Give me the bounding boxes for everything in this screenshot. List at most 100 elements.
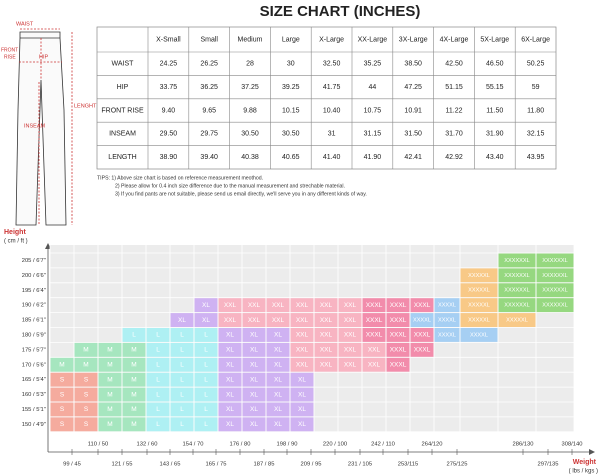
size-cell <box>50 417 74 432</box>
size-label: XL <box>298 391 306 398</box>
table-cell: 31 <box>328 131 336 138</box>
size-label: L <box>132 332 136 339</box>
y-arrow <box>45 243 51 249</box>
table-cell: 59 <box>532 84 540 91</box>
size-label: XL <box>274 332 282 339</box>
size-label: XXXXXL <box>468 273 490 279</box>
size-label: XXXXXL <box>468 303 490 309</box>
size-label: L <box>156 391 160 398</box>
size-cell <box>266 417 290 432</box>
table-cell: 32.50 <box>323 61 341 68</box>
size-label: M <box>83 361 88 368</box>
size-label: XL <box>274 406 282 413</box>
size-label: XXL <box>344 317 357 324</box>
size-cell <box>74 342 98 357</box>
size-cell <box>386 342 410 357</box>
size-label: S <box>84 421 89 428</box>
table-row-header: FRONT RISE <box>101 107 144 114</box>
size-cell <box>242 357 266 372</box>
size-label: XXXXXXL <box>504 258 530 264</box>
size-cell <box>122 417 146 432</box>
size-cell <box>290 372 314 387</box>
table-cell: 31.70 <box>445 131 463 138</box>
size-label: M <box>131 347 136 354</box>
size-cell <box>338 357 362 372</box>
size-cell <box>146 387 170 402</box>
size-label: XL <box>274 361 282 368</box>
table-cell: 10.40 <box>323 107 341 114</box>
size-cell <box>194 298 218 313</box>
size-label: XXL <box>248 302 261 309</box>
size-cell <box>290 342 314 357</box>
size-label: L <box>204 406 208 413</box>
size-label: XXXL <box>414 332 431 339</box>
size-label: M <box>107 376 112 383</box>
weight-label: 308/140 <box>562 442 583 448</box>
table-header: 6X-Large <box>521 36 550 43</box>
table-cell: 40.38 <box>241 154 259 161</box>
weight-label: 209 / 95 <box>301 462 322 468</box>
size-cell <box>98 387 122 402</box>
table-cell: 10.15 <box>282 107 300 114</box>
height-label: 200 / 6'6'' <box>22 273 46 279</box>
size-label: L <box>156 421 160 428</box>
table-cell: 37.25 <box>241 84 259 91</box>
weight-label: 143 / 65 <box>160 462 181 468</box>
size-label: L <box>156 347 160 354</box>
table-header: 3X-Large <box>399 36 428 43</box>
size-label: XXL <box>344 347 357 354</box>
size-cell <box>50 357 74 372</box>
size-cell <box>290 402 314 417</box>
size-label: XL <box>250 332 258 339</box>
size-label: XXXXXL <box>468 288 490 294</box>
size-cell <box>386 313 410 327</box>
table-cell: 11.80 <box>527 107 544 114</box>
size-label: XL <box>226 406 234 413</box>
size-label: XL <box>226 421 234 428</box>
size-label: L <box>156 406 160 413</box>
table-cell: 32.15 <box>527 131 545 138</box>
size-cell <box>498 298 536 313</box>
size-label: XXL <box>320 347 333 354</box>
size-label: S <box>84 391 89 398</box>
size-cell <box>434 328 460 342</box>
table-cell: 30 <box>287 61 295 68</box>
size-label: M <box>107 406 112 413</box>
size-cell <box>194 313 218 327</box>
table-cell: 30.50 <box>241 131 259 138</box>
size-cell <box>314 357 338 372</box>
size-cell <box>170 328 194 342</box>
size-label: XXXXXXL <box>504 273 530 279</box>
size-cell <box>194 402 218 417</box>
size-label: XXL <box>224 302 237 309</box>
size-label: XL <box>250 421 258 428</box>
weight-label: 121 / 55 <box>112 462 133 468</box>
size-label: M <box>107 391 112 398</box>
size-cell <box>50 387 74 402</box>
table-header: 5X-Large <box>480 36 509 43</box>
size-label: M <box>107 361 112 368</box>
size-cell <box>218 372 242 387</box>
size-label: XXXL <box>414 302 431 309</box>
size-label: XXL <box>272 302 285 309</box>
size-cell <box>314 328 338 342</box>
table-cell: 44 <box>369 84 377 91</box>
table-header: Large <box>282 36 300 43</box>
size-label: XXXL <box>414 347 431 354</box>
size-cell <box>338 328 362 342</box>
size-cell <box>50 402 74 417</box>
size-label: S <box>60 376 65 383</box>
tip: TIPS: 1) Above size chart is based on re… <box>97 175 263 181</box>
size-cell <box>170 372 194 387</box>
size-label: XXL <box>296 317 309 324</box>
size-cell <box>266 402 290 417</box>
size-cell <box>242 372 266 387</box>
size-label: XXXXL <box>413 318 431 324</box>
size-label: M <box>131 391 136 398</box>
table-cell: 10.91 <box>404 107 422 114</box>
size-label: L <box>180 391 184 398</box>
size-cell <box>338 313 362 327</box>
table-cell: 33.75 <box>160 84 178 91</box>
size-cell <box>362 328 386 342</box>
